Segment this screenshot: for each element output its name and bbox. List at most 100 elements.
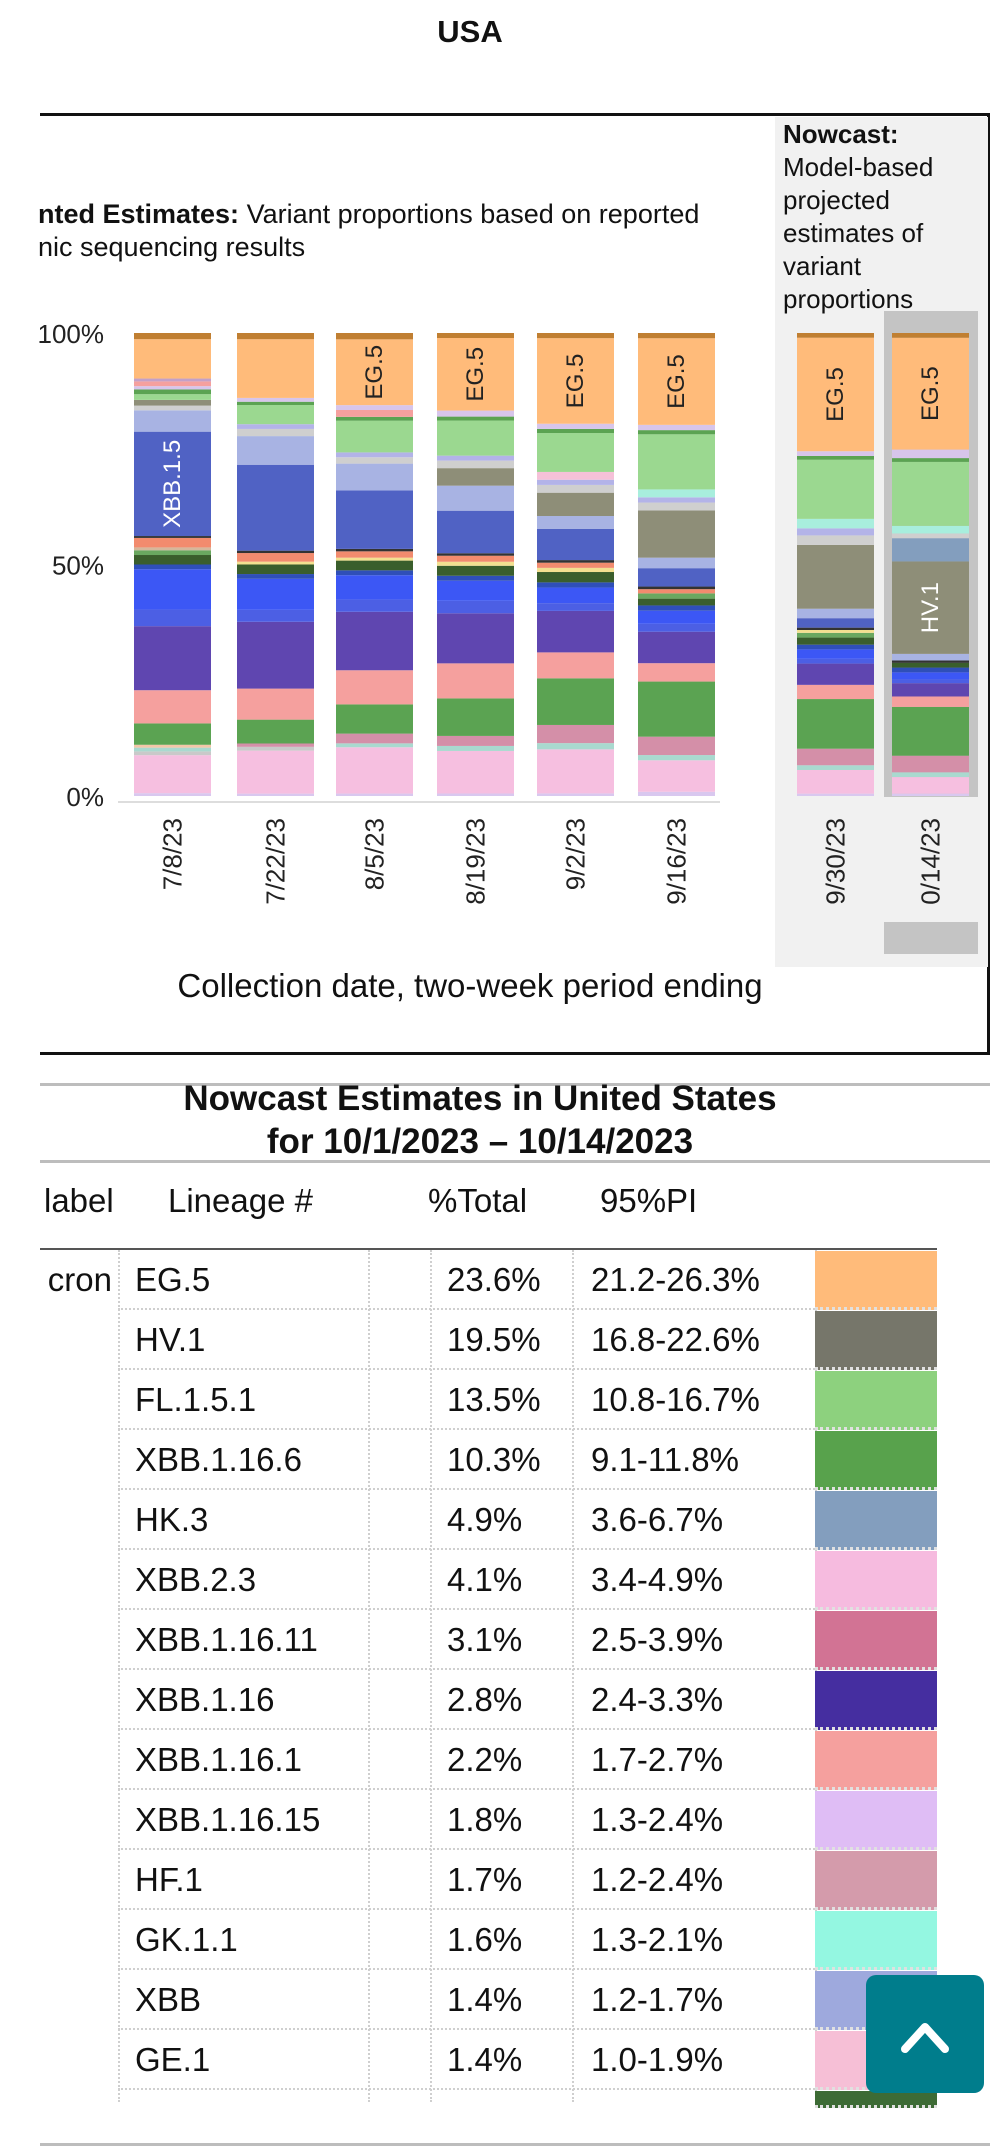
total-cell: 4.1% (447, 1561, 523, 1598)
bar-segment (336, 490, 413, 549)
bar-segment (892, 525, 969, 534)
segment-label: EG.5 (462, 347, 489, 402)
bar-segment (237, 621, 314, 689)
x-tick-label: 9/16/23 (662, 818, 692, 905)
pi-cell: 1.3-2.1% (591, 1921, 724, 1958)
total-cell: 3.1% (447, 1621, 523, 1658)
bar-segment (537, 484, 614, 493)
total-cell: 19.5% (447, 1321, 541, 1358)
table-row (118, 1970, 815, 2030)
table-row (118, 1490, 815, 1550)
bar-segment (134, 547, 211, 551)
bar-segment (237, 746, 314, 751)
bottom-rule (40, 2143, 990, 2146)
bar-segment (892, 679, 969, 684)
table-row (118, 1850, 815, 1910)
bar-segment (437, 420, 514, 456)
bar-segment (797, 518, 874, 529)
color-swatch (815, 1551, 937, 1610)
col-header-pi: 95%PI (600, 1182, 698, 1219)
bar-segment (437, 561, 514, 566)
bar-segment (237, 405, 314, 425)
bar-segment (336, 560, 413, 571)
bar-segment (134, 333, 211, 340)
bar-segment (537, 603, 614, 611)
segment-label: EG.5 (562, 354, 589, 409)
pi-cell: 1.2-2.4% (591, 1861, 724, 1898)
pi-cell: 1.2-1.7% (591, 1981, 724, 2018)
chevron-up-icon (901, 2023, 949, 2053)
col-header-lineage: Lineage # (168, 1182, 313, 1219)
bar-segment (797, 769, 874, 794)
nowcast-title-text: Model-based projected estimates of varia… (783, 152, 934, 314)
bar-segment (638, 430, 715, 435)
bar-segment (336, 743, 413, 748)
bar-segment (336, 733, 413, 744)
bar-segment (336, 670, 413, 705)
bar-segment (797, 699, 874, 749)
first-row-label: cron (47, 1261, 112, 1298)
x-tick-label: 0/14/23 (916, 818, 946, 905)
segment-label: EG.5 (361, 345, 388, 400)
bar-segment (437, 698, 514, 736)
bar-segment (336, 747, 413, 794)
bar-segment (797, 627, 874, 631)
bar-segment (437, 338, 514, 411)
bar-segment (797, 451, 874, 456)
back-to-top-button[interactable] (866, 1975, 984, 2093)
bar-segment (437, 555, 514, 562)
bar-segment (237, 574, 314, 579)
bar-segment (638, 760, 715, 792)
bar-segment (892, 561, 969, 654)
bar-segment (797, 684, 874, 700)
bar-segment (237, 564, 314, 575)
bar-segment (537, 433, 614, 472)
bar-segment (237, 333, 314, 340)
bar-segment (336, 793, 413, 796)
bar-segment (537, 423, 614, 429)
bar-segment (537, 678, 614, 725)
bar-segment (237, 339, 314, 398)
table-row (118, 1250, 815, 1310)
lineage-cell: XBB.1.16.6 (135, 1441, 302, 1478)
bar-segment (638, 736, 715, 756)
segment-label: EG.5 (822, 367, 849, 422)
bar-segment (237, 553, 314, 562)
table-header-line (40, 1248, 937, 1250)
bar-segment (237, 793, 314, 796)
table-title-line1: Nowcast Estimates in United States (183, 1079, 777, 1118)
bar-segment (892, 667, 969, 673)
bar-segment (237, 609, 314, 622)
pi-cell: 9.1-11.8% (591, 1441, 739, 1478)
color-swatch (815, 1311, 937, 1370)
segment-label: EG.5 (663, 354, 690, 409)
bar-segment (134, 537, 211, 548)
color-swatch (815, 1671, 937, 1730)
color-swatch (815, 1611, 937, 1670)
bar-segment (537, 562, 614, 568)
bar-segment (537, 516, 614, 529)
bar-segment (638, 593, 715, 599)
bar-segment (537, 572, 614, 583)
bar-segment (892, 533, 969, 539)
x-tick-label: 9/2/23 (561, 818, 591, 890)
bar-segment (892, 337, 969, 450)
bar-segment (134, 536, 211, 538)
table-column-divider (430, 1250, 432, 2102)
bar-segment (134, 339, 211, 379)
bar-segment (537, 479, 614, 485)
bar-segment (437, 565, 514, 576)
bar-segment (134, 609, 211, 627)
bar-segment (134, 389, 211, 395)
bar-segment (336, 405, 413, 411)
table-row (118, 2030, 815, 2090)
bar-segment (797, 765, 874, 770)
bar-segment (134, 410, 211, 432)
bar-segment (437, 460, 514, 469)
bar-segment (134, 394, 211, 400)
bar-segment (537, 724, 614, 744)
total-cell: 13.5% (447, 1381, 541, 1418)
bar-segment (134, 381, 211, 387)
bar-segment (437, 613, 514, 664)
bar-segment (638, 586, 715, 590)
